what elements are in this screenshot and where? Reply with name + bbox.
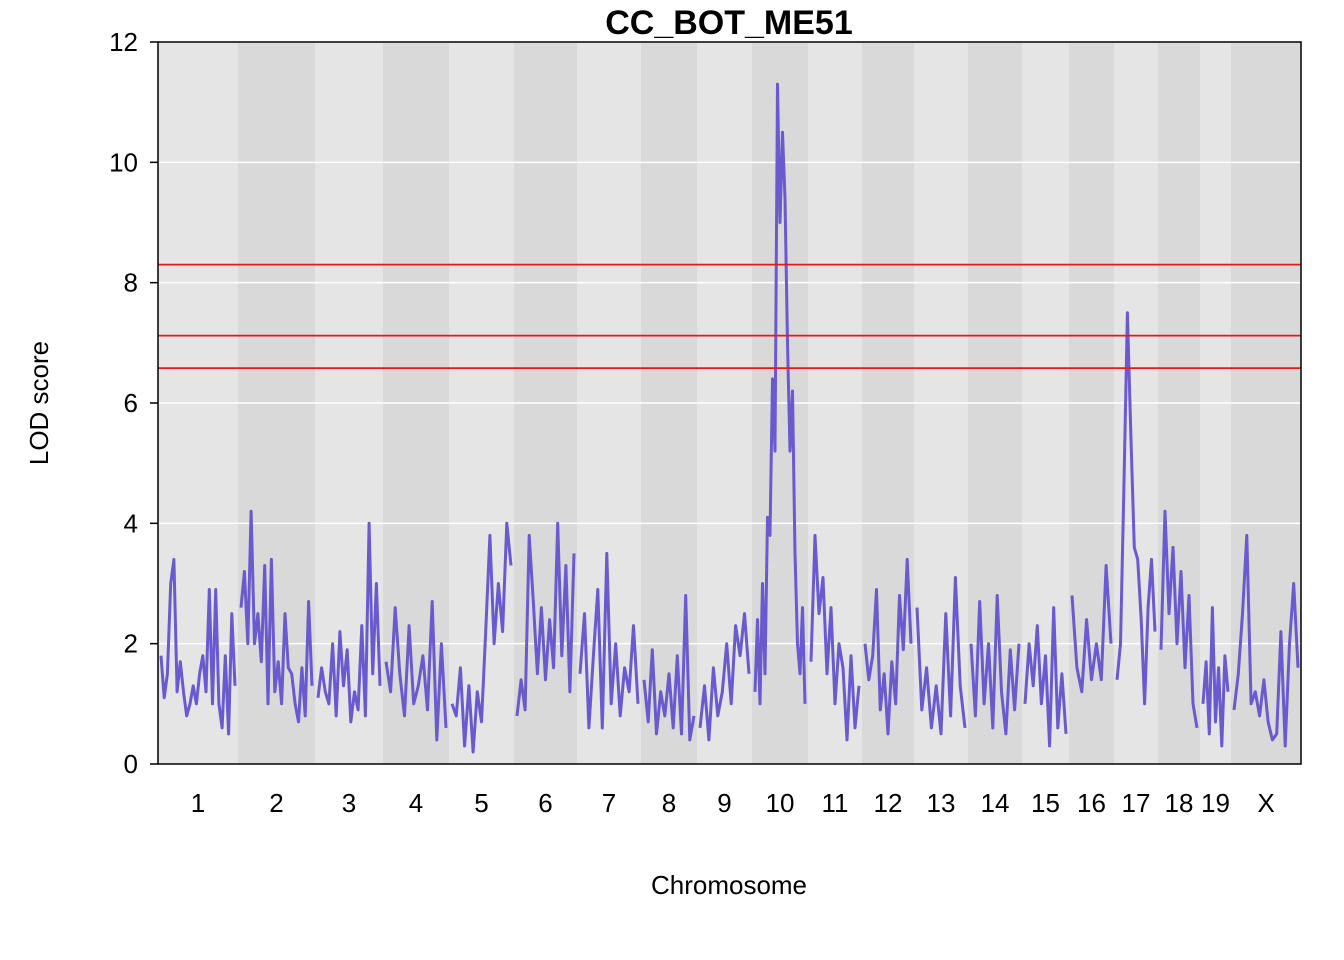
lod-line-chr-13 (915, 576, 967, 736)
x-tick-label-10: 10 (766, 788, 795, 818)
y-tick-label-12: 12 (109, 27, 138, 57)
lod-line-chr-16 (1070, 564, 1113, 694)
lod-series (159, 82, 1300, 754)
lod-line-chr-4 (384, 600, 448, 742)
x-tick-label-15: 15 (1031, 788, 1060, 818)
lod-line-chr-12 (863, 557, 913, 736)
x-tick-label-14: 14 (981, 788, 1010, 818)
lod-line-chr-17 (1115, 311, 1157, 706)
x-tick-label-18: 18 (1165, 788, 1194, 818)
threshold-lines (158, 263, 1301, 370)
y-tick-label-10: 10 (109, 147, 138, 177)
y-tick-label-6: 6 (124, 388, 138, 418)
x-tick-label-11: 11 (822, 788, 849, 818)
x-tick-label-2: 2 (269, 788, 283, 818)
lod-line-chr-2 (239, 509, 314, 724)
lod-line-chr-1 (159, 557, 237, 736)
lod-line-chr-18 (1159, 509, 1199, 729)
lod-line-chr-15 (1023, 606, 1068, 748)
lod-line-chr-9 (698, 612, 751, 742)
x-tick-label-9: 9 (717, 788, 731, 818)
lod-line-chr-11 (809, 533, 861, 742)
x-tick-label-17: 17 (1122, 788, 1151, 818)
y-tick-label-0: 0 (124, 749, 138, 779)
lod-line-chr-5 (450, 521, 513, 754)
lod-line-chr-19 (1201, 606, 1230, 748)
x-tick-label-12: 12 (874, 788, 903, 818)
x-tick-label-5: 5 (474, 788, 488, 818)
x-tick-label-13: 13 (927, 788, 956, 818)
y-tick-label-8: 8 (124, 268, 138, 298)
x-tick-label-8: 8 (662, 788, 676, 818)
x-tick-label-19: 19 (1201, 788, 1230, 818)
lod-line-chr-8 (642, 594, 696, 742)
lod-line-chr-6 (515, 521, 576, 717)
x-tick-label-16: 16 (1077, 788, 1106, 818)
x-tick-label-4: 4 (409, 788, 423, 818)
lod-line-chr-14 (969, 594, 1021, 736)
x-tick-label-7: 7 (602, 788, 616, 818)
y-axis-label: LOD score (24, 341, 54, 465)
x-axis: 1 2 3 4 5 6 7 8 9 10 11 12 13 14 15 16 17 18 19 X (191, 788, 1275, 818)
chart-title: CC_BOT_ME51 (605, 4, 853, 42)
y-tick-label-4: 4 (124, 508, 138, 538)
x-tick-label-X: X (1257, 788, 1274, 818)
y-tick-label-2: 2 (124, 629, 138, 659)
lod-line-chr-7 (578, 551, 640, 730)
lod-line-chr-X (1232, 533, 1300, 748)
x-tick-label-3: 3 (342, 788, 356, 818)
x-tick-label-1: 1 (191, 788, 205, 818)
x-axis-label: Chromosome (651, 870, 807, 900)
x-tick-label-6: 6 (538, 788, 552, 818)
y-axis: 0 2 4 6 8 10 12 (109, 27, 158, 779)
lod-line-chr-10 (753, 82, 807, 706)
lod-line-chr-3 (316, 521, 382, 724)
